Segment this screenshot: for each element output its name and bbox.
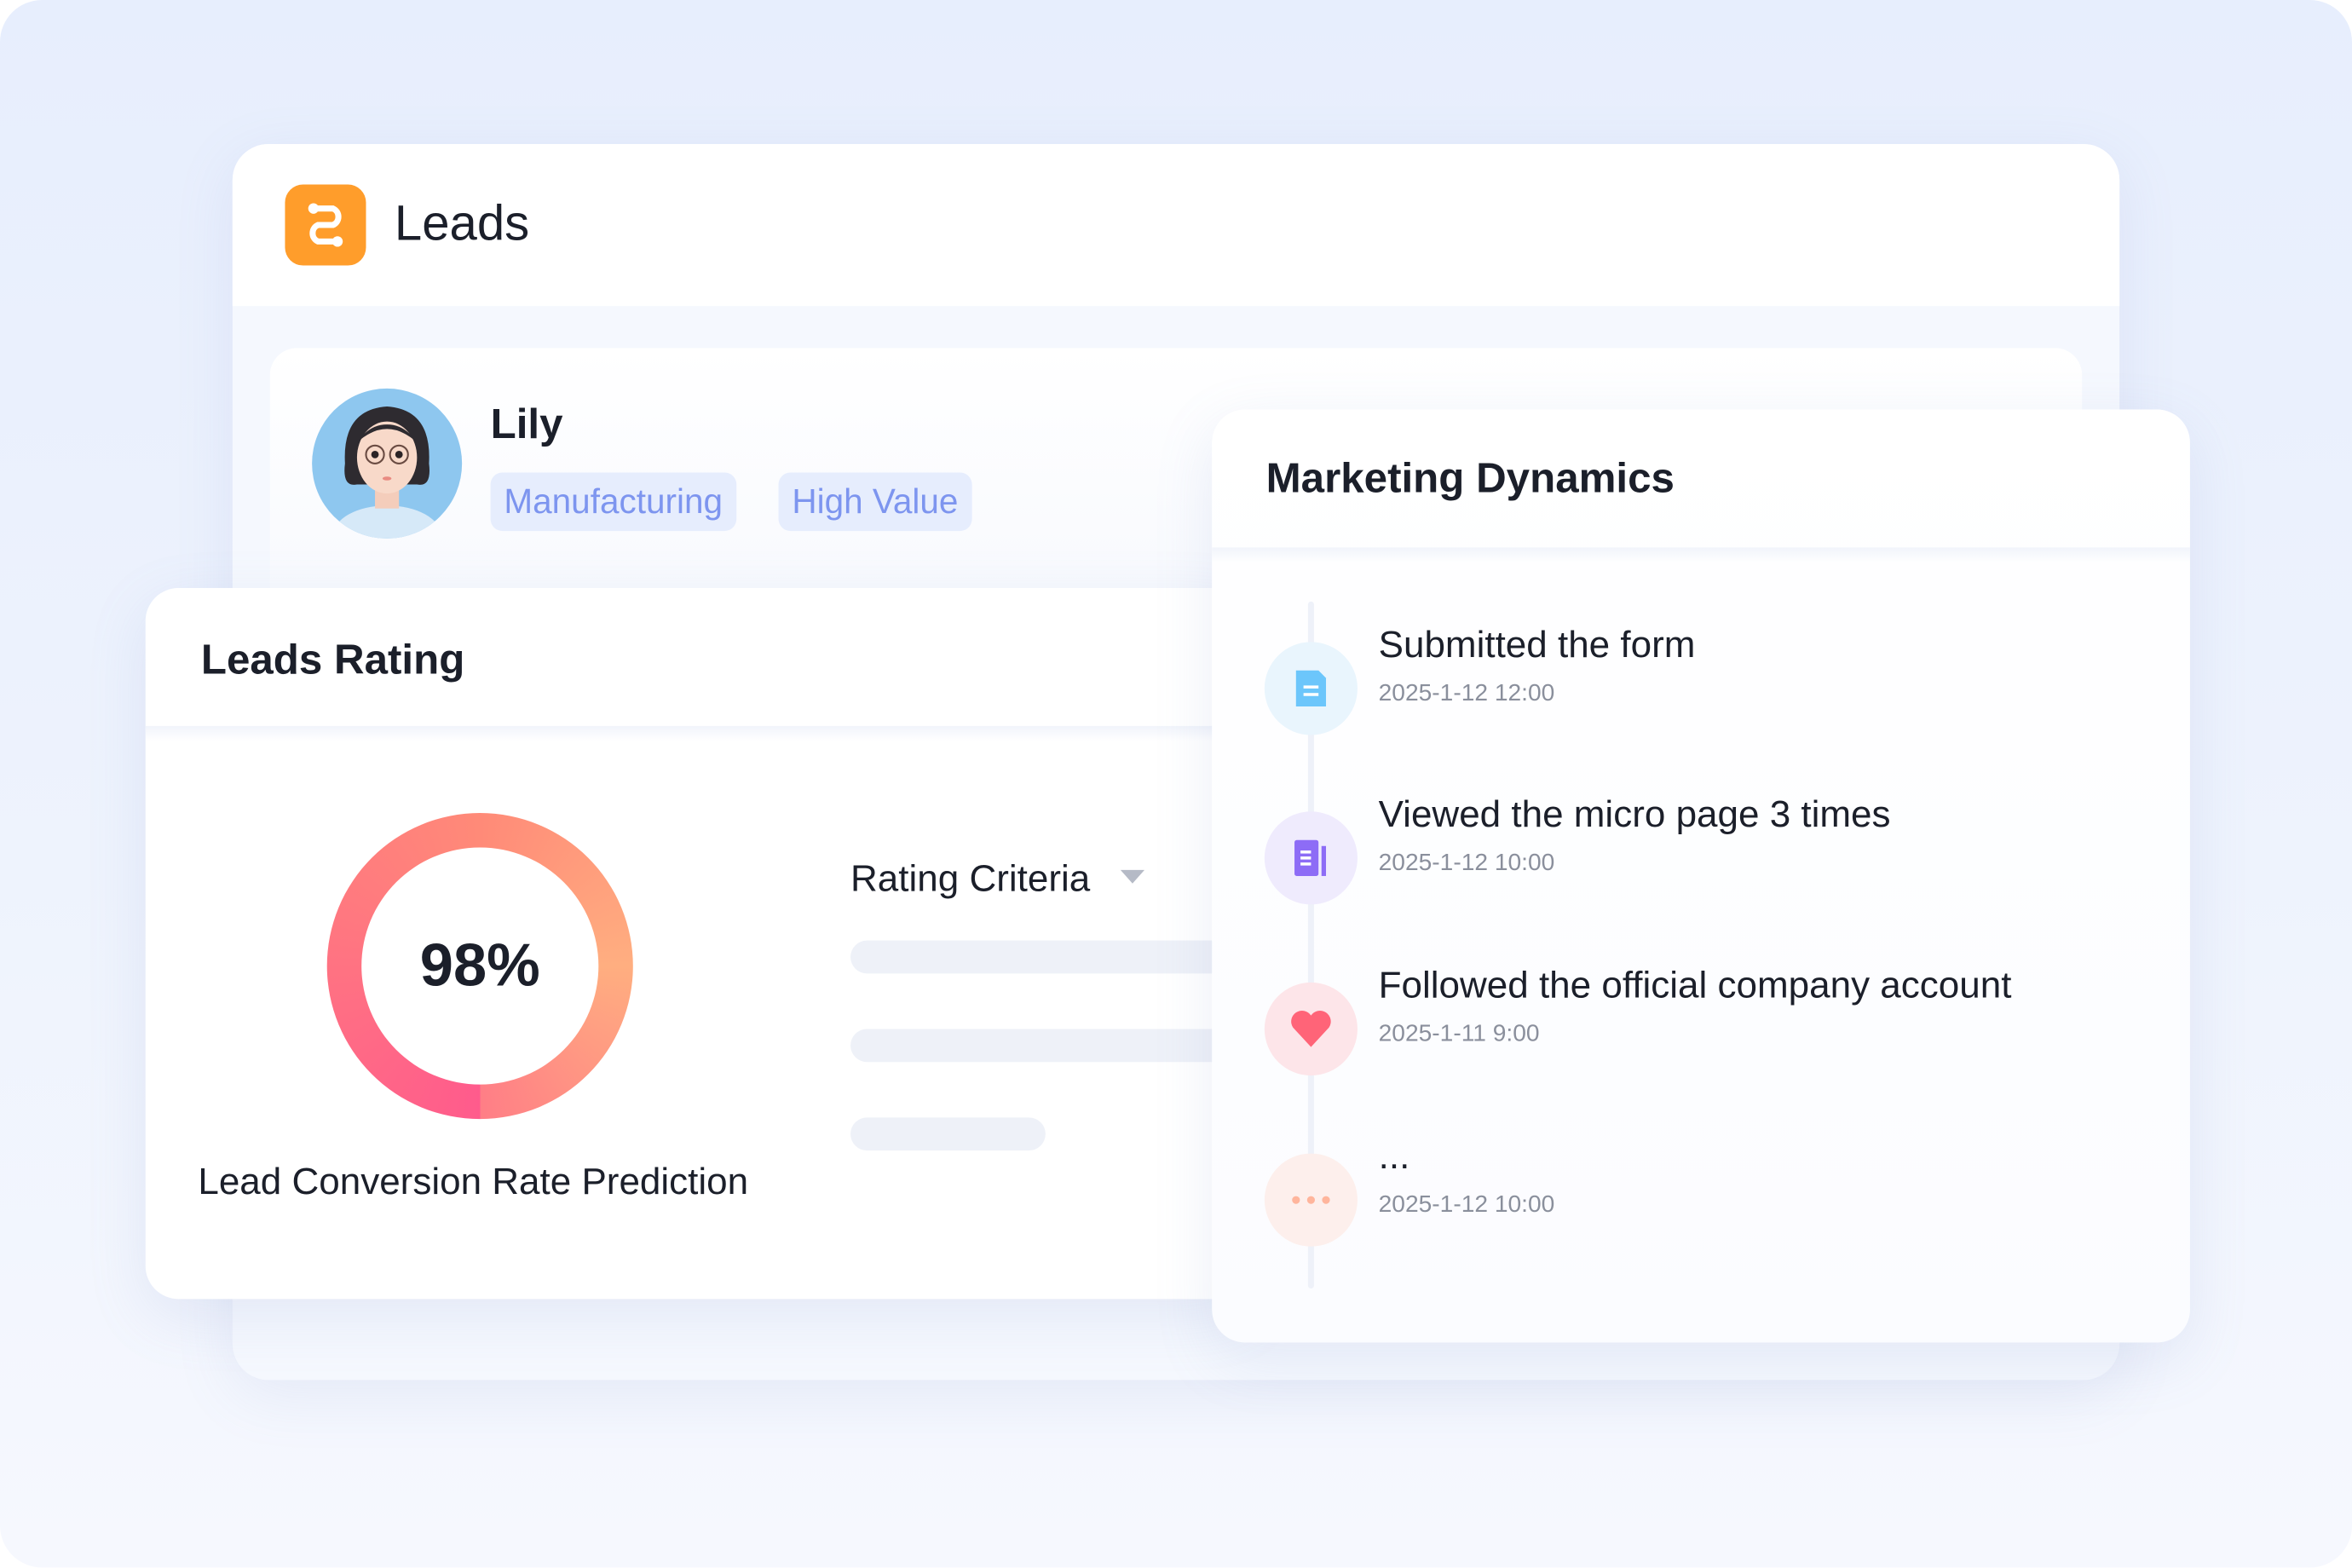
dynamics-title: Marketing Dynamics (1265, 454, 1675, 501)
event-title: ... (1378, 1135, 1410, 1178)
timeline-line (1307, 601, 1314, 1289)
page-icon (1264, 811, 1358, 905)
heart-icon (1264, 982, 1358, 1076)
rating-criteria-dropdown[interactable]: Rating Criteria (850, 857, 1091, 901)
lead-name: Lily (490, 400, 563, 447)
route-icon (285, 184, 366, 266)
event-date: 2025-1-11 9:00 (1378, 1021, 1540, 1047)
conversion-percent: 98% (419, 932, 540, 1000)
conversion-caption: Lead Conversion Rate Prediction (198, 1161, 749, 1203)
criteria-placeholder-bar (850, 1117, 1046, 1151)
leads-rating-card: Leads Rating 98% Lead Conversion Rate Pr… (145, 587, 1256, 1300)
timeline-event[interactable]: Viewed the micro page 3 times 2025-1-12 … (1264, 793, 2165, 931)
caret-down-icon[interactable] (1120, 869, 1145, 884)
event-title: Followed the official company account (1378, 964, 2012, 1007)
tag-high-value[interactable]: High Value (778, 472, 972, 532)
divider (1212, 547, 2190, 563)
more-icon (1264, 1153, 1358, 1247)
tag-manufacturing[interactable]: Manufacturing (490, 472, 736, 532)
event-title: Submitted the form (1378, 624, 1696, 666)
page-title: Leads (394, 194, 530, 251)
event-date: 2025-1-12 10:00 (1378, 850, 1555, 876)
window-header: Leads (232, 143, 2120, 307)
timeline-event[interactable]: ... 2025-1-12 10:00 (1264, 1135, 2165, 1274)
event-title: Viewed the micro page 3 times (1378, 793, 1891, 836)
avatar (312, 388, 463, 539)
criteria-placeholder-bar (850, 940, 1241, 974)
timeline-event[interactable]: Followed the official company account 20… (1264, 965, 2165, 1103)
rating-title: Leads Rating (200, 636, 465, 683)
criteria-placeholder-bar (850, 1029, 1241, 1063)
divider (145, 725, 1256, 741)
event-date: 2025-1-12 12:00 (1378, 681, 1555, 707)
conversion-donut (326, 813, 633, 1120)
form-icon (1264, 642, 1358, 735)
event-date: 2025-1-12 10:00 (1378, 1192, 1555, 1219)
timeline-event[interactable]: Submitted the form 2025-1-12 12:00 (1264, 624, 2165, 762)
marketing-dynamics-card: Marketing Dynamics Submitted the form 20… (1212, 409, 2190, 1343)
